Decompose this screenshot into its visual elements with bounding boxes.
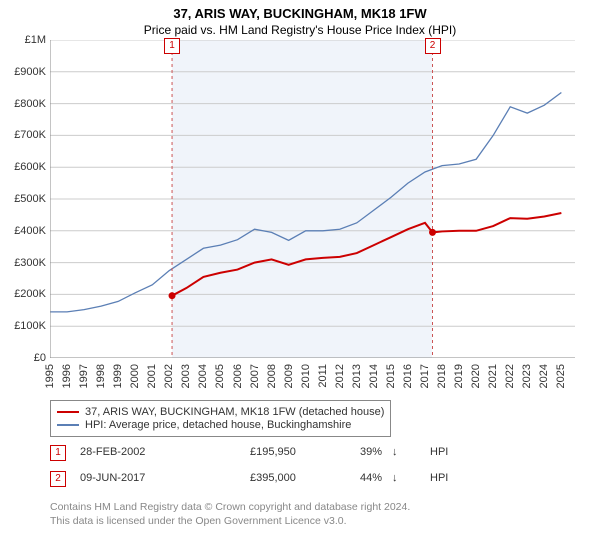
x-tick-label: 2010 <box>300 364 312 388</box>
transaction-price: £195,950 <box>250 446 296 458</box>
legend-swatch <box>57 424 79 426</box>
x-tick-label: 2020 <box>470 364 482 388</box>
transaction-date: 09-JUN-2017 <box>80 472 145 484</box>
x-tick-label: 2024 <box>538 364 550 388</box>
transactions-table: 1 28-FEB-2002 £195,950 39% ↓ HPI 2 09-JUN-2017… <box>50 444 500 496</box>
down-arrow-icon: ↓ <box>392 446 398 458</box>
annotation-box: 2 <box>425 38 441 54</box>
y-tick-label: £200K <box>0 288 46 300</box>
transaction-index-box: 2 <box>50 471 66 487</box>
price-marker <box>169 292 176 299</box>
down-arrow-icon: ↓ <box>392 472 398 484</box>
transaction-row: 2 09-JUN-2017 £395,000 44% ↓ HPI <box>50 470 500 488</box>
x-tick-label: 2014 <box>368 364 380 388</box>
x-tick-label: 2025 <box>555 364 567 388</box>
footer-line-1: Contains HM Land Registry data © Crown c… <box>50 500 410 514</box>
page-title: 37, ARIS WAY, BUCKINGHAM, MK18 1FW <box>0 0 600 21</box>
x-tick-label: 2009 <box>283 364 295 388</box>
legend-item: 37, ARIS WAY, BUCKINGHAM, MK18 1FW (deta… <box>57 406 384 418</box>
series-price_paid <box>172 213 561 296</box>
x-tick-label: 2018 <box>436 364 448 388</box>
transaction-hpi-label: HPI <box>430 446 448 458</box>
y-tick-label: £100K <box>0 320 46 332</box>
x-tick-label: 2003 <box>180 364 192 388</box>
legend: 37, ARIS WAY, BUCKINGHAM, MK18 1FW (deta… <box>50 400 391 437</box>
legend-label: 37, ARIS WAY, BUCKINGHAM, MK18 1FW (deta… <box>85 406 384 418</box>
annotation-box: 1 <box>164 38 180 54</box>
price-marker <box>429 229 436 236</box>
x-tick-label: 2015 <box>385 364 397 388</box>
x-tick-label: 2004 <box>197 364 209 388</box>
x-tick-label: 2006 <box>232 364 244 388</box>
x-tick-label: 2011 <box>317 364 329 388</box>
x-tick-label: 1999 <box>112 364 124 388</box>
x-tick-label: 1998 <box>95 364 107 388</box>
footer-line-2: This data is licensed under the Open Gov… <box>50 514 410 528</box>
transaction-pct: 39% <box>360 446 382 458</box>
legend-swatch <box>57 411 79 413</box>
transaction-pct: 44% <box>360 472 382 484</box>
y-tick-label: £900K <box>0 66 46 78</box>
price-chart: £0£100K£200K£300K£400K£500K£600K£700K£80… <box>50 40 575 398</box>
x-tick-label: 2017 <box>419 364 431 388</box>
x-tick-label: 2016 <box>402 364 414 388</box>
x-tick-label: 2023 <box>521 364 533 388</box>
transaction-row: 1 28-FEB-2002 £195,950 39% ↓ HPI <box>50 444 500 462</box>
y-tick-label: £1M <box>0 34 46 46</box>
chart-svg <box>50 40 575 358</box>
y-tick-label: £300K <box>0 257 46 269</box>
x-tick-label: 2007 <box>249 364 261 388</box>
y-tick-label: £700K <box>0 129 46 141</box>
x-tick-label: 1995 <box>44 364 56 388</box>
x-tick-label: 2019 <box>453 364 465 388</box>
y-tick-label: £400K <box>0 225 46 237</box>
x-tick-label: 2005 <box>214 364 226 388</box>
x-tick-label: 2013 <box>351 364 363 388</box>
x-tick-label: 2012 <box>334 364 346 388</box>
y-tick-label: £0 <box>0 352 46 364</box>
series-hpi <box>50 92 561 311</box>
x-tick-label: 1997 <box>78 364 90 388</box>
transaction-date: 28-FEB-2002 <box>80 446 145 458</box>
x-tick-label: 2021 <box>487 364 499 388</box>
legend-item: HPI: Average price, detached house, Buck… <box>57 419 384 431</box>
page: 37, ARIS WAY, BUCKINGHAM, MK18 1FW Price… <box>0 0 600 560</box>
y-tick-label: £800K <box>0 98 46 110</box>
x-tick-label: 2001 <box>146 364 158 388</box>
legend-label: HPI: Average price, detached house, Buck… <box>85 419 351 431</box>
y-tick-label: £500K <box>0 193 46 205</box>
x-tick-label: 2000 <box>129 364 141 388</box>
transaction-hpi-label: HPI <box>430 472 448 484</box>
footer-attribution: Contains HM Land Registry data © Crown c… <box>50 500 410 528</box>
transaction-index-box: 1 <box>50 445 66 461</box>
x-tick-label: 2022 <box>504 364 516 388</box>
x-tick-label: 1996 <box>61 364 73 388</box>
y-tick-label: £600K <box>0 161 46 173</box>
page-subtitle: Price paid vs. HM Land Registry's House … <box>0 23 600 37</box>
x-tick-label: 2002 <box>163 364 175 388</box>
transaction-price: £395,000 <box>250 472 296 484</box>
x-tick-label: 2008 <box>266 364 278 388</box>
